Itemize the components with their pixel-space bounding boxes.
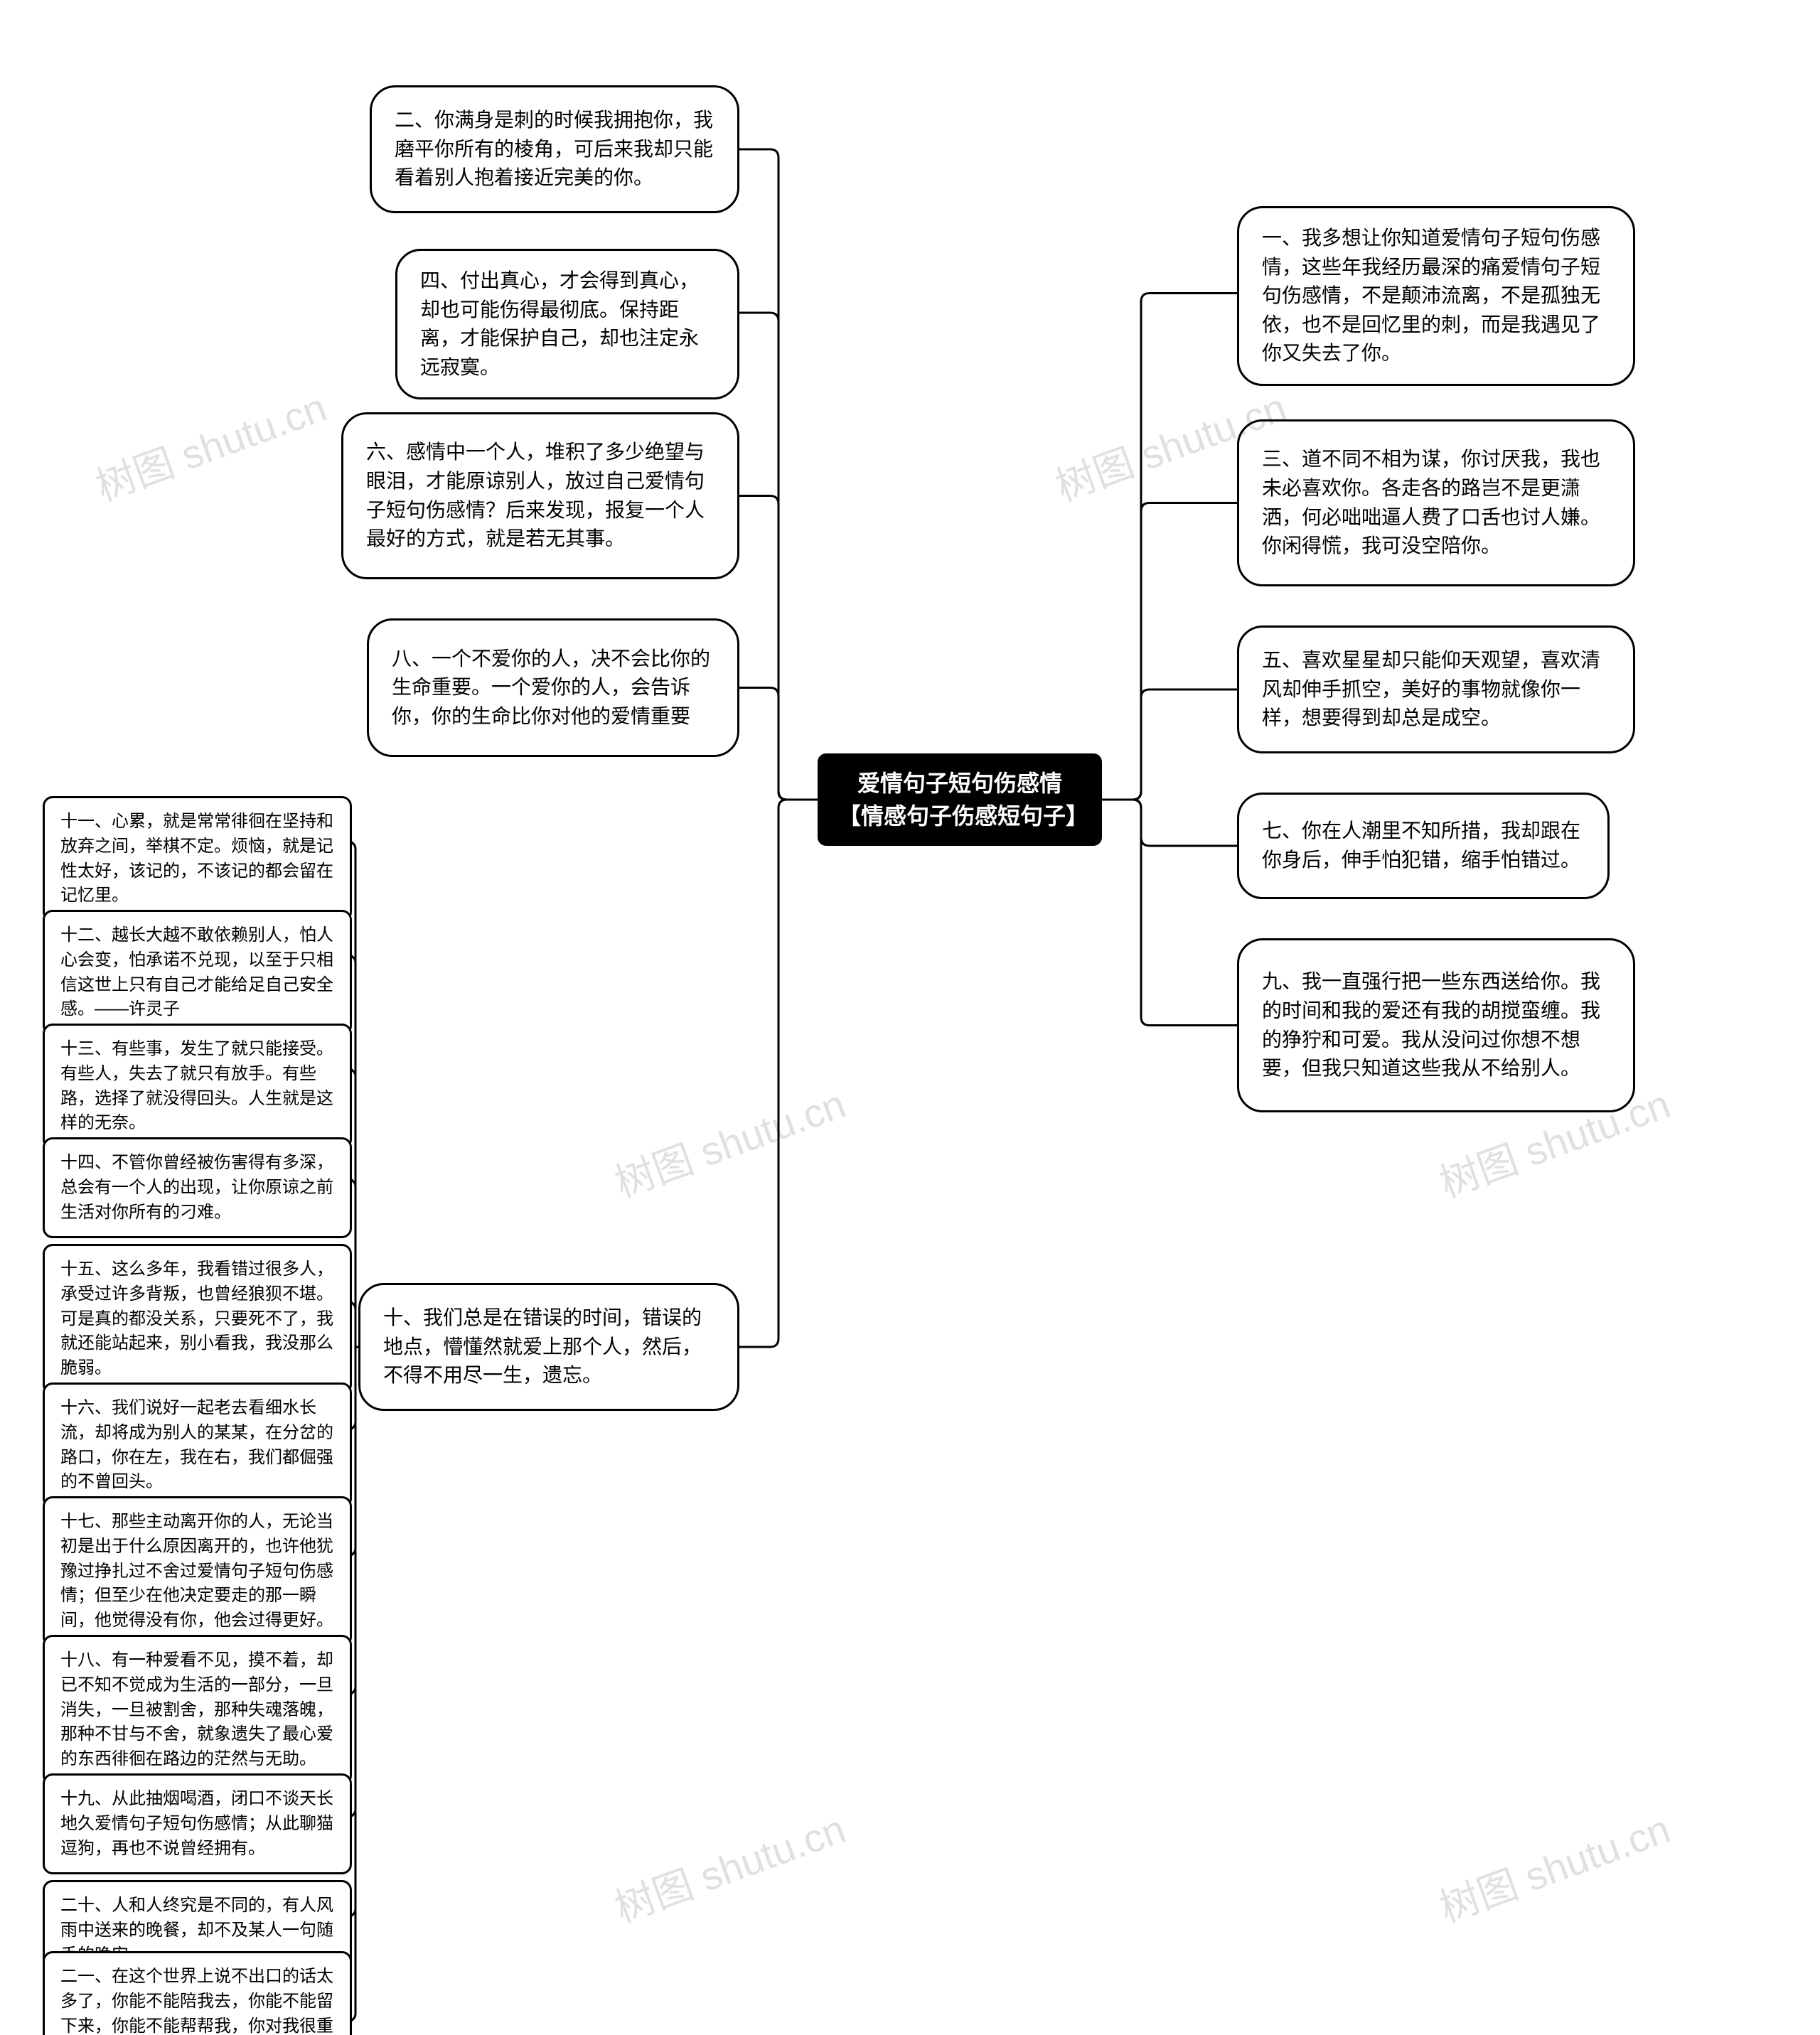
leaf-node-n14: 十四、不管你曾经被伤害得有多深，总会有一个人的出现，让你原谅之前生活对你所有的刁… (43, 1137, 352, 1238)
node-label: 十八、有一种爱看不见，摸不着，却已不知不觉成为生活的一部分，一旦消失，一旦被割舍… (60, 1648, 334, 1772)
leaf-node-n11: 十一、心累，就是常常徘徊在坚持和放弃之间，举棋不定。烦恼，就是记性太好，该记的，… (43, 796, 352, 922)
watermark: 树图 shutu.cn (87, 376, 333, 512)
right-node-n9: 九、我一直强行把一些东西送给你。我的时间和我的爱还有我的胡搅蛮缠。我的狰狞和可爱… (1237, 938, 1635, 1112)
left-node-n10: 十、我们总是在错误的时间，错误的地点，懵懂然就爱上那个人，然后，不得不用尽一生，… (358, 1283, 739, 1411)
node-label: 四、付出真心，才会得到真心，却也可能伤得最彻底。保持距离，才能保护自己，却也注定… (420, 267, 714, 382)
watermark: 树图 shutu.cn (1430, 1798, 1677, 1934)
node-label: 九、我一直强行把一些东西送给你。我的时间和我的爱还有我的胡搅蛮缠。我的狰狞和可爱… (1262, 967, 1610, 1083)
node-label: 十六、我们说好一起老去看细水长流，却将成为别人的某某，在分岔的路口，你在左，我在… (60, 1396, 334, 1495)
leaf-node-n16: 十六、我们说好一起老去看细水长流，却将成为别人的某某，在分岔的路口，你在左，我在… (43, 1382, 352, 1508)
leaf-node-n17: 十七、那些主动离开你的人，无论当初是出于什么原因离开的，也许他犹豫过挣扎过不舍过… (43, 1496, 352, 1647)
leaf-node-n21: 二一、在这个世界上说不出口的话太多了，你能不能陪我去，你能不能留下来，你能不能帮… (43, 1951, 352, 2035)
node-label: 十、我们总是在错误的时间，错误的地点，懵懂然就爱上那个人，然后，不得不用尽一生，… (383, 1304, 714, 1390)
leaf-node-n19: 十九、从此抽烟喝酒，闭口不谈天长地久爱情句子短句伤感情；从此聊猫逗狗，再也不说曾… (43, 1773, 352, 1874)
left-node-n8: 八、一个不爱你的人，决不会比你的生命重要。一个爱你的人，会告诉你，你的生命比你对… (367, 618, 739, 757)
watermark: 树图 shutu.cn (606, 1798, 852, 1934)
leaf-node-n13: 十三、有些事，发生了就只能接受。有些人，失去了就只有放手。有些路，选择了就没得回… (43, 1024, 352, 1149)
right-node-n7: 七、你在人潮里不知所措，我却跟在你身后，伸手怕犯错，缩手怕错过。 (1237, 793, 1610, 899)
node-label: 二、你满身是刺的时候我拥抱你，我磨平你所有的棱角，可后来我却只能看着别人抱着接近… (395, 106, 714, 193)
root-label: 爱情句子短句伤感情【情感句子伤感短句子】 (838, 767, 1081, 833)
right-node-n3: 三、道不同不相为谋，你讨厌我，我也未必喜欢你。各走各的路岂不是更潇洒，何必咄咄逼… (1237, 419, 1635, 586)
node-label: 六、感情中一个人，堆积了多少绝望与眼泪，才能原谅别人，放过自己爱情句子短句伤感情… (366, 438, 714, 553)
watermark: 树图 shutu.cn (606, 1073, 852, 1209)
node-label: 十九、从此抽烟喝酒，闭口不谈天长地久爱情句子短句伤感情；从此聊猫逗狗，再也不说曾… (60, 1787, 334, 1861)
right-node-n1: 一、我多想让你知道爱情句子短句伤感情，这些年我经历最深的痛爱情句子短句伤感情，不… (1237, 206, 1635, 386)
node-label: 三、道不同不相为谋，你讨厌我，我也未必喜欢你。各走各的路岂不是更潇洒，何必咄咄逼… (1262, 445, 1610, 560)
left-node-n6: 六、感情中一个人，堆积了多少绝望与眼泪，才能原谅别人，放过自己爱情句子短句伤感情… (341, 412, 739, 579)
right-node-n5: 五、喜欢星星却只能仰天观望，喜欢清风却伸手抓空，美好的事物就像你一样，想要得到却… (1237, 625, 1635, 753)
node-label: 五、喜欢星星却只能仰天观望，喜欢清风却伸手抓空，美好的事物就像你一样，想要得到却… (1262, 646, 1610, 733)
node-label: 一、我多想让你知道爱情句子短句伤感情，这些年我经历最深的痛爱情句子短句伤感情，不… (1262, 224, 1610, 368)
node-label: 八、一个不爱你的人，决不会比你的生命重要。一个爱你的人，会告诉你，你的生命比你对… (392, 645, 714, 731)
mindmap-root: 爱情句子短句伤感情【情感句子伤感短句子】 (818, 753, 1102, 846)
node-label: 十一、心累，就是常常徘徊在坚持和放弃之间，举棋不定。烦恼，就是记性太好，该记的，… (60, 810, 334, 908)
node-label: 十四、不管你曾经被伤害得有多深，总会有一个人的出现，让你原谅之前生活对你所有的刁… (60, 1151, 334, 1225)
left-node-n2: 二、你满身是刺的时候我拥抱你，我磨平你所有的棱角，可后来我却只能看着别人抱着接近… (370, 85, 739, 213)
leaf-node-n15: 十五、这么多年，我看错过很多人，承受过许多背叛，也曾经狼狈不堪。可是真的都没关系… (43, 1244, 352, 1395)
node-label: 七、你在人潮里不知所措，我却跟在你身后，伸手怕犯错，缩手怕错过。 (1262, 817, 1585, 874)
left-node-n4: 四、付出真心，才会得到真心，却也可能伤得最彻底。保持距离，才能保护自己，却也注定… (395, 249, 739, 399)
node-label: 十三、有些事，发生了就只能接受。有些人，失去了就只有放手。有些路，选择了就没得回… (60, 1037, 334, 1136)
node-label: 十七、那些主动离开你的人，无论当初是出于什么原因离开的，也许他犹豫过挣扎过不舍过… (60, 1510, 334, 1633)
leaf-node-n18: 十八、有一种爱看不见，摸不着，却已不知不觉成为生活的一部分，一旦消失，一旦被割舍… (43, 1635, 352, 1786)
node-label: 十二、越长大越不敢依赖别人，怕人心会变，怕承诺不兑现，以至于只相信这世上只有自己… (60, 923, 334, 1022)
leaf-node-n12: 十二、越长大越不敢依赖别人，怕人心会变，怕承诺不兑现，以至于只相信这世上只有自己… (43, 910, 352, 1036)
node-label: 十五、这么多年，我看错过很多人，承受过许多背叛，也曾经狼狈不堪。可是真的都没关系… (60, 1257, 334, 1381)
node-label: 二一、在这个世界上说不出口的话太多了，你能不能陪我去，你能不能留下来，你能不能帮… (60, 1965, 334, 2035)
